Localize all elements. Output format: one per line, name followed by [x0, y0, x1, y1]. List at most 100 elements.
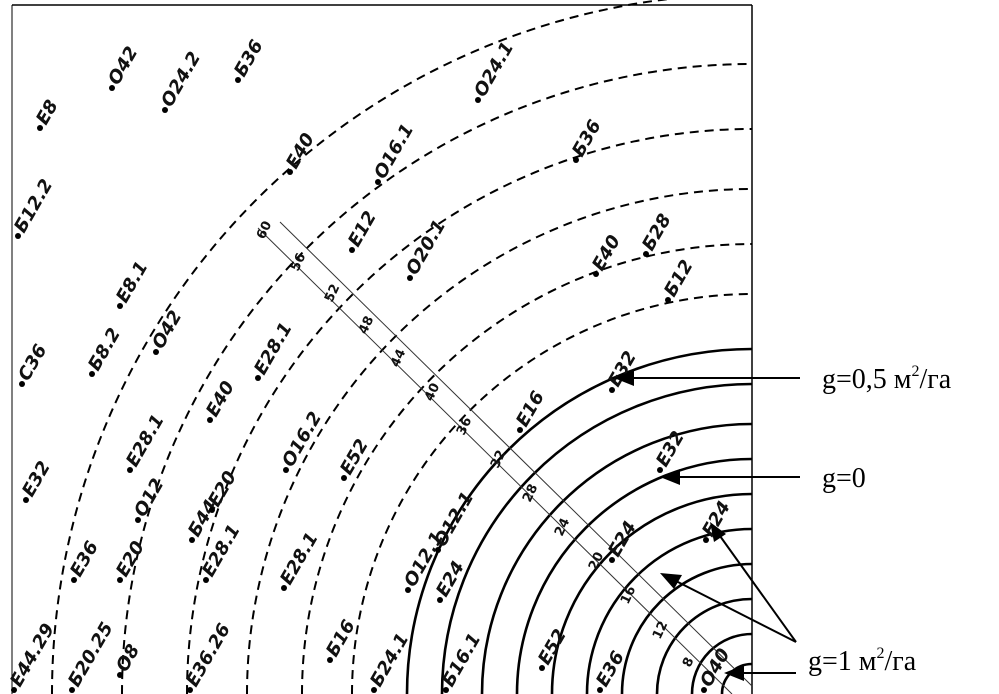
tree-label: Б12 — [660, 256, 698, 300]
tree-dot — [23, 497, 29, 503]
scale-number: 20 — [586, 550, 607, 573]
scale-number: 48 — [356, 314, 377, 337]
annotation-g-1: g=1 м2/га — [808, 645, 917, 677]
tree-marker: О8 — [112, 641, 144, 678]
tree-label: Е16 — [512, 388, 549, 431]
tree-label: Е28.1 — [276, 529, 323, 589]
tree-marker: Е20 — [112, 538, 149, 583]
tree-marker: С36 — [14, 341, 51, 387]
contour-arc-solid — [480, 422, 753, 694]
tree-marker: Е8 — [32, 96, 63, 131]
tree-label: Б16 — [322, 616, 360, 660]
tree-dot — [189, 537, 195, 543]
tree-marker: Е8.1 — [112, 258, 152, 309]
annotation-g-0-5: g=0,5 м2/га — [822, 363, 952, 395]
tree-label: О8 — [112, 641, 144, 676]
contour-arc-solid — [655, 597, 753, 694]
tree-dot — [162, 107, 168, 113]
tree-label: Е12 — [344, 208, 381, 251]
tree-marker: Б36 — [568, 116, 606, 163]
tree-label: Е20 — [112, 538, 149, 581]
tree-dot — [371, 687, 377, 693]
tree-dot — [11, 687, 17, 693]
tree-dot — [597, 687, 603, 693]
tree-dot — [15, 233, 21, 239]
tree-label: О40 — [696, 645, 734, 690]
tree-label: Е32 — [18, 458, 55, 501]
tree-dot — [287, 169, 293, 175]
tree-dot — [69, 687, 75, 693]
tree-dot — [643, 251, 649, 257]
contour-arcs — [51, 0, 753, 694]
tree-dot — [573, 157, 579, 163]
tree-dot — [281, 585, 287, 591]
tree-dot — [701, 687, 707, 693]
tree-marker: Б36 — [230, 36, 268, 83]
scale-number: 24 — [552, 516, 573, 539]
distance-scale-strip — [257, 221, 753, 694]
tree-label: Б36 — [568, 116, 606, 160]
contour-arc-dashed — [351, 293, 753, 694]
tree-marker: Е16 — [512, 388, 549, 433]
tree-dot — [153, 349, 159, 355]
tree-marker: О42 — [104, 43, 143, 91]
tree-dot — [539, 665, 545, 671]
tree-dot — [117, 577, 123, 583]
tree-dot — [341, 475, 347, 481]
tree-marker: Е36 — [66, 538, 103, 583]
tree-dot — [117, 672, 123, 678]
tree-dot — [327, 657, 333, 663]
tree-dot — [71, 577, 77, 583]
tree-marker: О24.2 — [157, 48, 205, 113]
scale-number: 44 — [388, 347, 409, 370]
tree-label: О20.1 — [402, 216, 450, 278]
tree-label: Е40 — [282, 130, 319, 173]
tree-marker: Е52 — [534, 626, 571, 671]
tree-marker: Е40 — [282, 130, 319, 175]
tree-dot — [235, 77, 241, 83]
tree-label: Е44.29 — [6, 620, 59, 690]
tree-dot — [475, 97, 481, 103]
scale-number: 32 — [488, 448, 509, 471]
tree-label: Е52 — [534, 626, 571, 669]
tree-dot — [89, 371, 95, 377]
tree-marker: О24.1 — [470, 38, 518, 103]
tree-label: Б20.25 — [64, 619, 118, 691]
scale-number: 28 — [520, 482, 541, 505]
tree-marker: Б28 — [638, 210, 676, 257]
tree-label: О24.1 — [470, 38, 518, 100]
tree-marker: О12 — [130, 475, 169, 523]
tree-label: О42 — [104, 43, 142, 88]
tree-marker: Б12 — [660, 256, 698, 303]
contour-arc-dashed — [246, 188, 753, 694]
tree-label: Б36 — [230, 36, 268, 80]
tree-dot — [609, 557, 615, 563]
tree-dot — [283, 467, 289, 473]
tree-dot — [187, 687, 193, 693]
tree-dot — [375, 179, 381, 185]
contour-arc-dashed — [121, 63, 753, 694]
tree-label: Б12.2 — [10, 176, 57, 237]
tree-marker: О16.2 — [278, 408, 326, 473]
tree-label: Е24 — [604, 518, 641, 561]
tree-dot — [609, 387, 615, 393]
contour-arc-solid — [550, 492, 753, 694]
tree-label: Е40 — [588, 232, 625, 275]
contour-arc-solid — [405, 347, 753, 694]
tree-label: Б8.2 — [84, 325, 125, 375]
tree-marker: О16.1 — [370, 120, 418, 185]
contour-arc-solid — [440, 382, 753, 694]
annotation-arrows — [614, 370, 800, 681]
scale-number: 12 — [650, 619, 671, 642]
scale-number: 52 — [322, 282, 343, 305]
tree-marker: Е40 — [588, 232, 625, 277]
tree-dot — [443, 687, 449, 693]
tree-marker: Е28.1 — [122, 411, 169, 473]
scale-number: 16 — [618, 584, 639, 607]
scale-number: 40 — [422, 381, 443, 404]
tree-dot — [349, 247, 355, 253]
tree-label: Е28.1 — [122, 411, 169, 471]
tree-label: О16.2 — [278, 408, 326, 470]
tree-dot — [517, 427, 523, 433]
